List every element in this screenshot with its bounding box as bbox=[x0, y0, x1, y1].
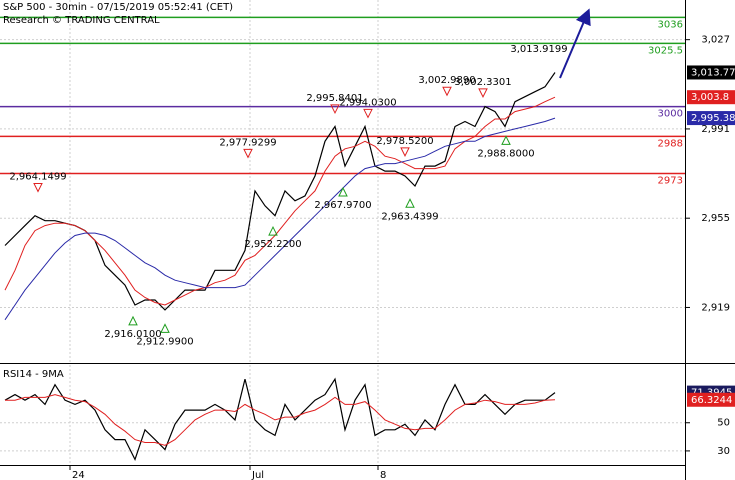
last-value-label: 66.3244 bbox=[691, 395, 732, 406]
peak-label: 2,978.5200 bbox=[376, 136, 433, 147]
trough-marker bbox=[160, 323, 170, 333]
series-line bbox=[4, 117, 556, 321]
trough-label: 2,967.9700 bbox=[314, 200, 371, 211]
y-tick-label: 2,955 bbox=[701, 213, 730, 224]
peak-marker bbox=[243, 148, 253, 159]
last-value-box bbox=[687, 90, 735, 105]
peak-marker bbox=[400, 147, 410, 157]
peak-label: 2,995.8401 bbox=[306, 93, 363, 104]
series-line bbox=[4, 377, 556, 461]
trough-label: 2,988.8000 bbox=[477, 148, 534, 159]
peak-label: 2,977.9299 bbox=[219, 137, 276, 148]
series-line bbox=[5, 394, 556, 446]
chart-title: S&P 500 - 30min - 07/15/2019 05:52:41 (C… bbox=[3, 2, 233, 13]
trough-marker bbox=[338, 186, 348, 197]
x-tick-label: 8 bbox=[380, 470, 386, 480]
plot-layer: 3036 3025.5 3000 2988 2973 2,964.1499 2,977.92… bbox=[0, 0, 685, 465]
level-label: 2973 bbox=[658, 176, 683, 187]
last-value-label: 2,995.38 bbox=[691, 113, 735, 124]
y-tick-label: 2,919 bbox=[701, 302, 730, 313]
last-value-box bbox=[687, 392, 735, 407]
last-value-label: 3,013.77 bbox=[691, 67, 735, 78]
chart-subtitle: Research © TRADING CENTRAL bbox=[3, 15, 160, 26]
peak-marker bbox=[33, 183, 43, 193]
peak-marker bbox=[478, 88, 488, 98]
peak-marker bbox=[442, 86, 452, 97]
x-tick-label: Jul bbox=[251, 470, 264, 480]
peak-label: 2,964.1499 bbox=[9, 172, 66, 183]
trough-marker bbox=[128, 315, 138, 326]
y-tick-label: 50 bbox=[717, 418, 730, 429]
last-value-label: 3,003.8 bbox=[691, 92, 729, 103]
last-value-box bbox=[687, 111, 735, 126]
trough-marker bbox=[268, 225, 278, 236]
level-label: 3036 bbox=[658, 19, 683, 30]
trough-label: 2,963.4399 bbox=[381, 211, 438, 222]
projection-arrow bbox=[559, 8, 591, 79]
trough-marker bbox=[405, 198, 415, 208]
level-label: 3000 bbox=[658, 109, 683, 120]
y-tick-label: 3,027 bbox=[701, 35, 730, 46]
level-label: 3025.5 bbox=[648, 45, 683, 56]
level-label: 2988 bbox=[658, 138, 683, 149]
x-tick-label: 24 bbox=[72, 470, 85, 480]
trough-marker bbox=[501, 135, 511, 145]
peak-label: 3,002.3301 bbox=[454, 77, 511, 88]
peak-label: 2,994.0300 bbox=[339, 97, 396, 108]
trough-label: 2,916.0100 bbox=[104, 329, 161, 340]
target-label: 3,013.9199 bbox=[510, 44, 567, 55]
y-tick-label: 30 bbox=[717, 446, 730, 457]
rsi-title: RSI14 - 9MA bbox=[3, 369, 64, 380]
y-tick-label: 2,991 bbox=[701, 124, 730, 135]
peak-marker bbox=[330, 104, 340, 115]
peak-label: 3,002.9890 bbox=[418, 75, 475, 86]
series-line bbox=[4, 96, 556, 306]
series-line bbox=[4, 72, 556, 311]
peak-marker bbox=[363, 108, 373, 119]
trough-label: 2,912.9900 bbox=[136, 336, 193, 347]
last-value-box bbox=[687, 65, 735, 80]
trough-label: 2,952.2200 bbox=[244, 239, 301, 250]
